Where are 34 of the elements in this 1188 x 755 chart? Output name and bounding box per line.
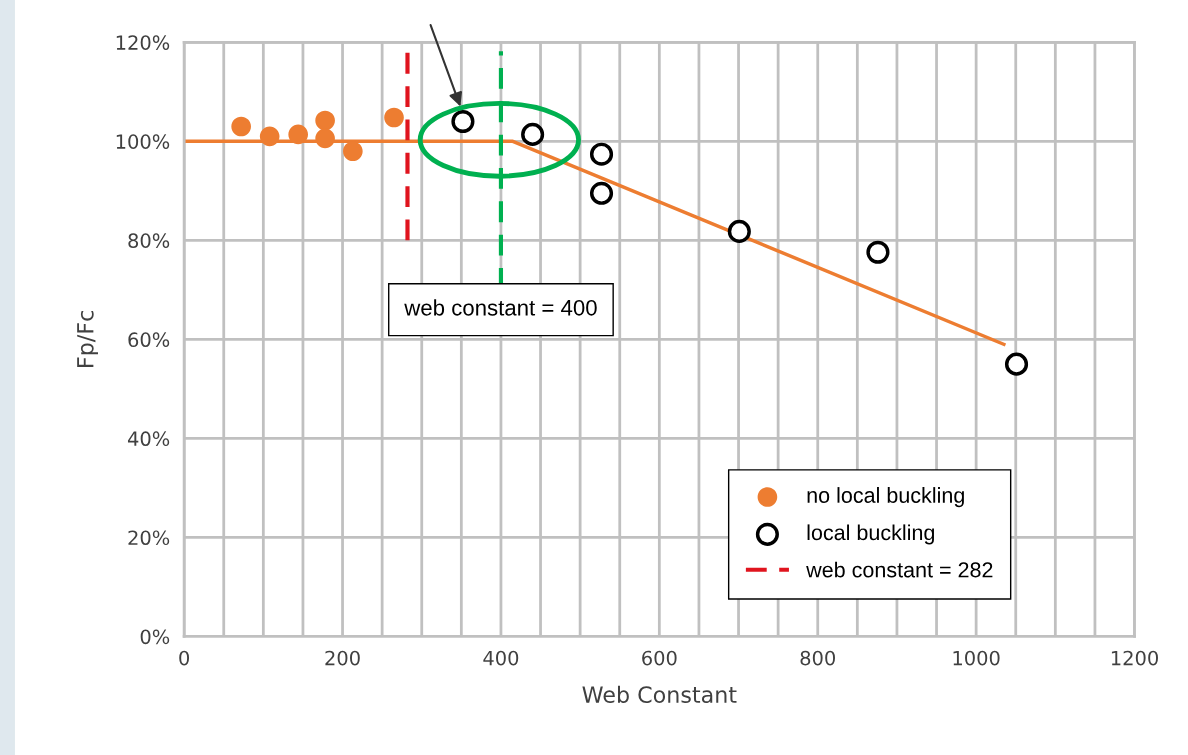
point (315, 128, 335, 149)
point (231, 116, 251, 137)
ref-line-label: web constant = 400 (404, 299, 597, 316)
x-tick-label: 1200 (1111, 650, 1158, 666)
x-tick-label: 0 (179, 650, 190, 666)
point (727, 219, 751, 243)
x-axis-title: Web Constant (582, 685, 737, 704)
x-tick-label: 800 (800, 650, 836, 666)
point (259, 126, 280, 147)
legend-label: no local buckling (807, 487, 964, 508)
point (1004, 352, 1029, 376)
y-axis-title: Fp/Fc (77, 311, 98, 367)
point (866, 240, 890, 264)
point (589, 142, 614, 166)
point (451, 109, 475, 134)
point (288, 124, 309, 145)
x-tick-label: 200 (325, 650, 360, 666)
y-tick-label: 40% (127, 431, 170, 447)
y-tick-label: 60% (128, 332, 170, 348)
point (315, 110, 335, 131)
point (343, 141, 363, 162)
legend-label: web constant = 282 (806, 561, 993, 578)
y-tick-label: 100% (116, 134, 170, 149)
point (589, 181, 614, 205)
x-tick-label: 400 (483, 650, 519, 666)
y-tick-label: 20% (128, 530, 170, 546)
y-tick-label: 0% (140, 629, 170, 645)
point (384, 107, 404, 128)
y-tick-label: 80% (128, 233, 170, 249)
point (521, 122, 545, 146)
x-tick-label: 600 (642, 650, 677, 666)
legend-label: local buckling (807, 524, 935, 545)
y-tick-label: 120% (116, 35, 170, 50)
x-tick-label: 1000 (953, 650, 1000, 666)
